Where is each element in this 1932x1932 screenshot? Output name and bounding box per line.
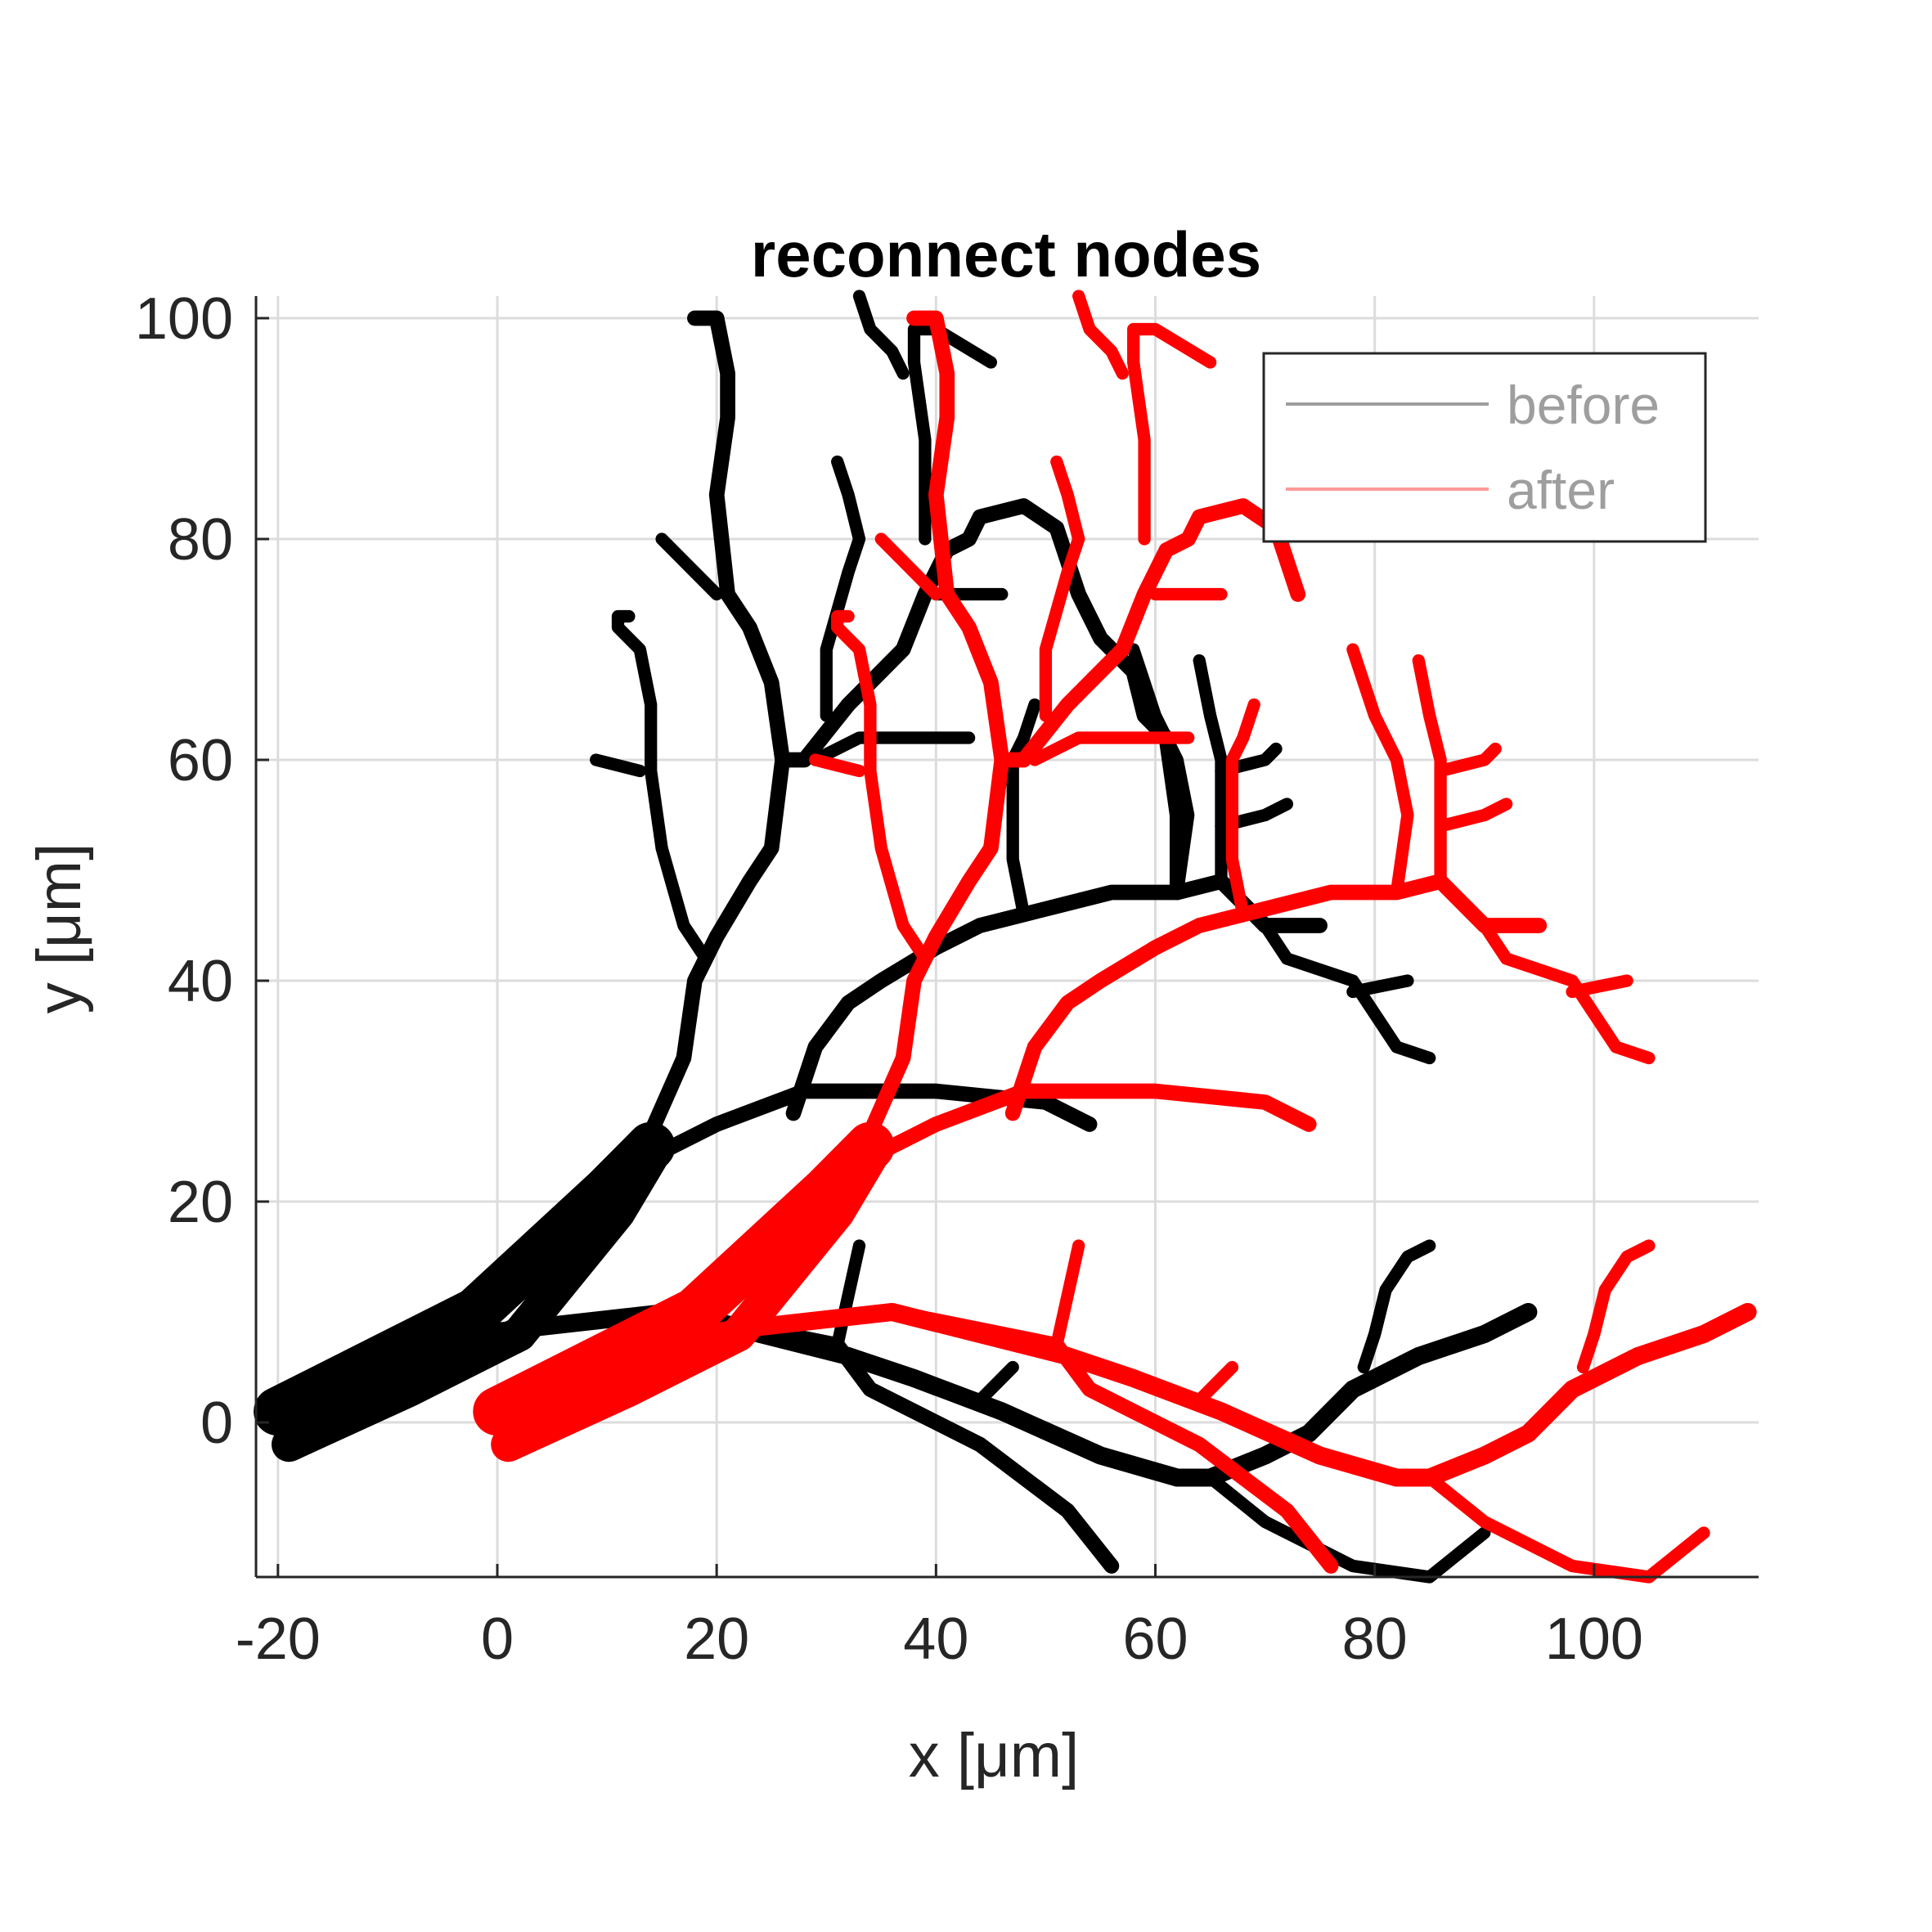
series-after-branch-9	[1225, 698, 1260, 921]
series-after-branch-25	[1423, 1471, 1710, 1584]
x-axis-label: x [μm]	[909, 1721, 1079, 1790]
plot-area	[254, 290, 1757, 1584]
series-after-branch-17	[1434, 798, 1513, 833]
series-after-branch-20	[1566, 974, 1633, 999]
series-after-branch-2	[862, 1083, 1317, 1166]
y-axis-label: y [μm]	[25, 843, 94, 1013]
x-tick-label-2: 20	[684, 1606, 749, 1672]
series-after-branch-14	[1072, 290, 1129, 380]
series-before-branch-23	[831, 1239, 866, 1352]
series-after-branch-4	[906, 310, 1010, 768]
series-before-branch-14	[852, 290, 910, 380]
series-before-branch-11	[820, 455, 866, 722]
series-after-branch-15	[1346, 643, 1414, 899]
x-tick-label-4: 60	[1122, 1606, 1188, 1672]
series-before-branch-19	[1258, 919, 1436, 1065]
series-after-branch-11	[1039, 455, 1085, 722]
series-after-branch-10	[1028, 731, 1195, 766]
chart-title: reconnect nodes	[751, 218, 1261, 290]
series-after-branch-26	[1576, 1239, 1656, 1374]
series-before-branch-25	[1203, 1471, 1491, 1584]
series-before-branch-6	[611, 609, 712, 965]
series-after-branch-6	[831, 609, 932, 965]
series-before-branch-5	[655, 532, 723, 601]
series-before-branch-26	[1357, 1239, 1436, 1374]
series-before-branch-21	[466, 1302, 1538, 1487]
y-tick-label-0: 0	[200, 1391, 233, 1456]
series-after-branch-24	[1193, 1360, 1239, 1407]
x-tick-label-1: 0	[481, 1606, 514, 1672]
axes: -20 0 20 40 60 80 100 0 20 40 60 80 100	[135, 286, 1759, 1672]
series-before-branch-15	[1127, 643, 1195, 899]
series-before-branch-16	[1193, 654, 1228, 888]
series-after-branch-23	[1050, 1239, 1085, 1352]
series-after-branch-18	[1434, 742, 1502, 778]
series-after-branch-3	[851, 498, 1306, 1166]
x-tick-label-3: 40	[903, 1606, 968, 1672]
series-before	[254, 290, 1538, 1584]
legend: before after	[1262, 352, 1707, 543]
series-after-branch-16	[1412, 654, 1447, 888]
series-before-branch-10	[809, 731, 976, 766]
legend-label-after: after	[1507, 460, 1615, 520]
series-before-branch-4	[687, 310, 790, 768]
series-before-branch-9	[1006, 698, 1041, 921]
series-before-branch-7	[590, 753, 646, 778]
x-tick-label-5: 80	[1342, 1606, 1408, 1672]
series-before-branch-2	[643, 1083, 1098, 1166]
series-after-branch-21	[685, 1302, 1757, 1487]
series-after-branch-19	[1478, 919, 1656, 1065]
series-after-branch-13	[1127, 322, 1217, 546]
legend-label-before: before	[1507, 375, 1660, 435]
y-tick-label-2: 40	[168, 949, 233, 1014]
series-before-branch-24	[973, 1360, 1019, 1407]
legend-box	[1262, 352, 1707, 543]
y-tick-label-3: 60	[168, 728, 233, 793]
series-before-branch-20	[1346, 974, 1414, 999]
x-tick-label-0: -20	[236, 1606, 321, 1672]
y-tick-label-5: 100	[135, 286, 233, 352]
y-tick-label-1: 20	[168, 1170, 233, 1235]
x-tick-label-6: 100	[1545, 1606, 1643, 1672]
series-after-branch-7	[809, 753, 866, 778]
y-tick-label-4: 80	[168, 507, 233, 573]
series-after	[473, 290, 1757, 1584]
series-after-branch-5	[874, 532, 942, 601]
